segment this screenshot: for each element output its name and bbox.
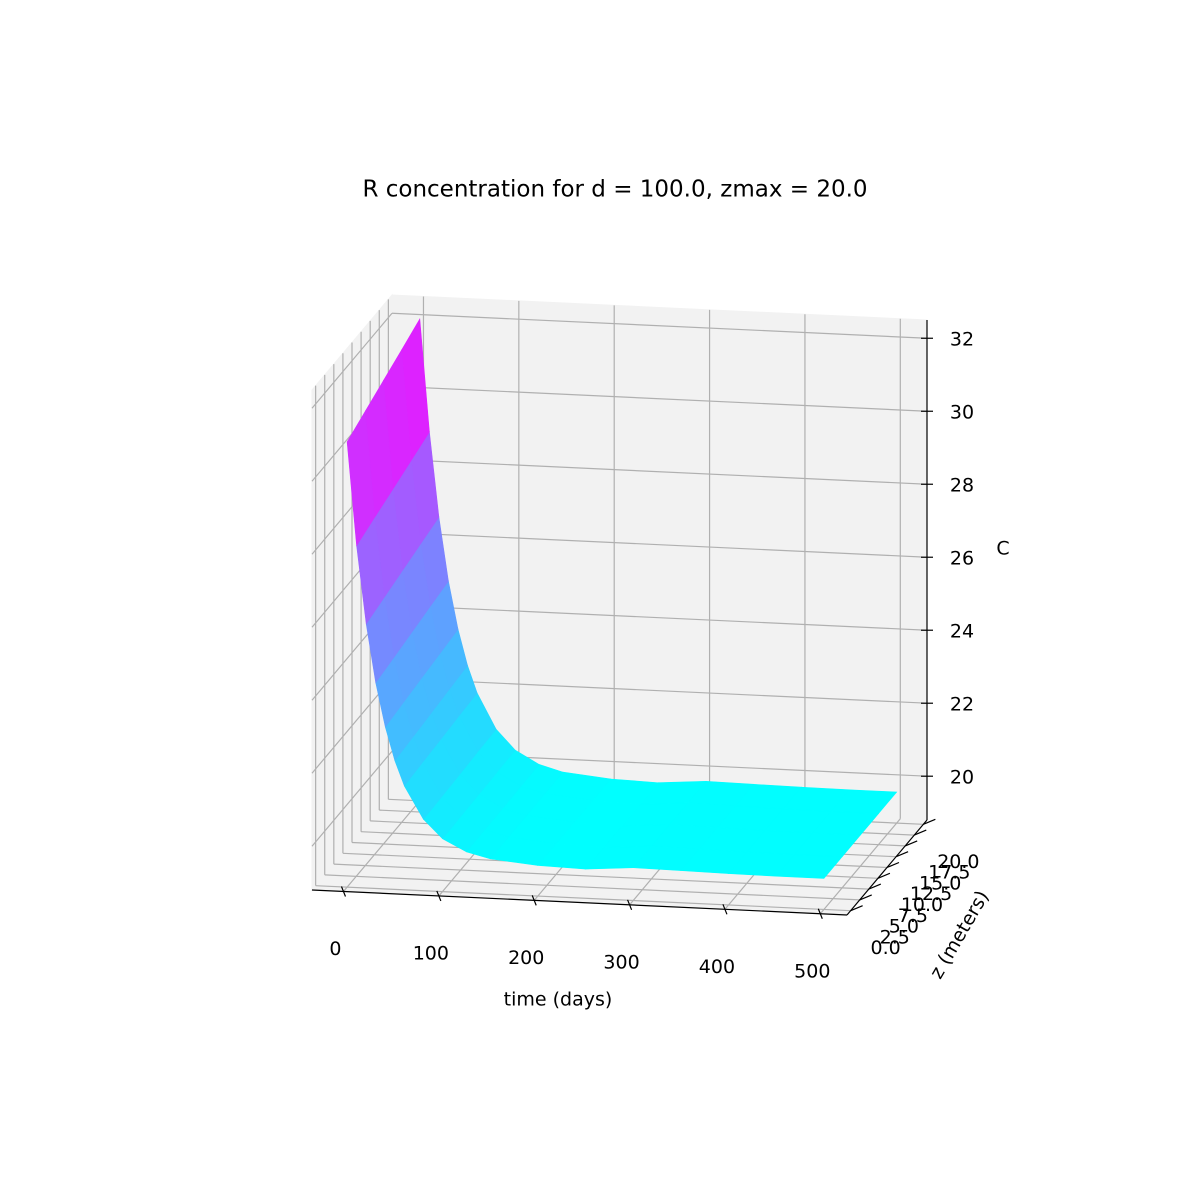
surface xyxy=(346,318,898,879)
y-tick-label: 5.0 xyxy=(889,916,919,938)
grid-line xyxy=(311,312,393,409)
y-tick-label: 17.5 xyxy=(928,862,970,884)
z-tick-label: 30 xyxy=(950,402,974,424)
y-tick xyxy=(877,872,891,879)
x-tick-label: 500 xyxy=(794,960,830,982)
y-tick-label: 7.5 xyxy=(898,905,928,927)
z-tick-label: 22 xyxy=(950,694,974,716)
x-tick-label: 0 xyxy=(329,938,341,960)
y-tick-label: 20.0 xyxy=(937,851,979,873)
grid-line xyxy=(391,458,928,485)
x-tick-label: 100 xyxy=(413,942,449,964)
grid-line xyxy=(333,863,869,890)
x-tick-label: 300 xyxy=(603,951,639,973)
y-tick-label: 15.0 xyxy=(919,872,961,894)
y-tick xyxy=(895,851,909,858)
z-tick-label: 28 xyxy=(950,475,974,497)
grid-line xyxy=(391,531,928,558)
y-tick-label: 12.5 xyxy=(910,883,952,905)
x-tick-label: 200 xyxy=(508,947,544,969)
grid-line xyxy=(311,750,393,847)
y-tick xyxy=(868,883,882,890)
surface-cell xyxy=(346,410,376,547)
y-tick-label: 0.0 xyxy=(871,937,901,959)
grid-line xyxy=(391,385,928,412)
z-tick-label: 20 xyxy=(950,767,974,789)
grid-line xyxy=(391,677,928,704)
y-tick xyxy=(886,861,900,869)
chart-title: R concentration for d = 100.0, zmax = 20… xyxy=(362,177,867,203)
x-axis-line xyxy=(311,889,848,916)
z-tick-label: 26 xyxy=(950,548,974,570)
y-tick xyxy=(914,829,927,836)
y-tick xyxy=(904,840,918,847)
y-tick xyxy=(923,818,936,825)
axes: 0 100 200 300 400 500 0.02.55.07.510.012.515.0… xyxy=(311,320,980,982)
y-tick xyxy=(850,905,863,912)
grid-line xyxy=(324,874,860,901)
y-axis-line xyxy=(846,819,928,916)
y-tick xyxy=(859,894,872,901)
grid-line xyxy=(391,604,928,631)
y-tick-label: 2.5 xyxy=(880,926,910,948)
y-tick-label: 10.0 xyxy=(901,894,943,916)
x-axis-label: time (days) xyxy=(504,989,613,1011)
x-tick-label: 400 xyxy=(699,956,735,978)
grid-line xyxy=(391,312,928,339)
grid-line xyxy=(315,885,851,912)
z-tick-label: 24 xyxy=(950,621,974,643)
z-tick-label: 32 xyxy=(950,329,974,351)
z-axis-label: C xyxy=(996,538,1009,560)
